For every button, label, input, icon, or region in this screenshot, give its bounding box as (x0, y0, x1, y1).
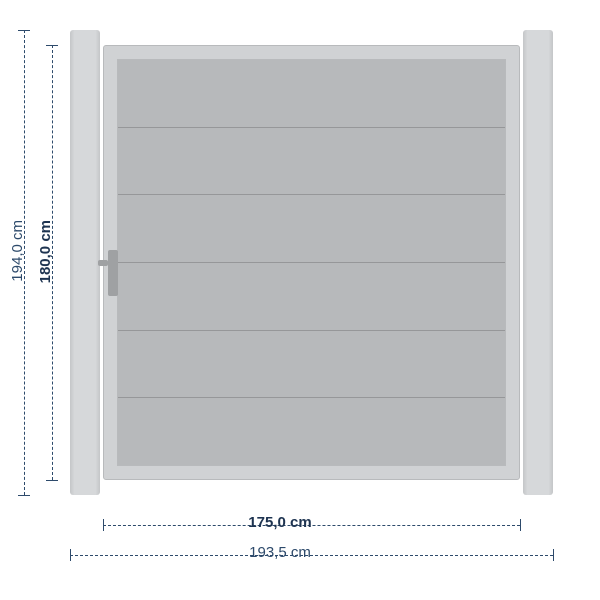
dim-outer-height-tick-top (18, 30, 30, 31)
gate-handle-plate (108, 250, 118, 296)
dim-outer-width-tick-left (70, 549, 71, 561)
dim-inner-width-label: 175,0 cm (248, 514, 311, 531)
dim-inner-width-tick-left (103, 519, 104, 531)
dim-inner-height-tick-top (46, 45, 58, 46)
dim-outer-height-label: 194,0 cm (9, 220, 26, 282)
dim-outer-height-tick-bottom (18, 495, 30, 496)
dim-inner-height-tick-bottom (46, 480, 58, 481)
gate-handle-lever (98, 260, 108, 266)
gate-slat (118, 195, 505, 263)
gate-slat (118, 128, 505, 196)
gate-slat (118, 60, 505, 128)
gate-slat (118, 398, 505, 465)
dim-inner-width-tick-right (520, 519, 521, 531)
dim-outer-width-tick-right (553, 549, 554, 561)
post-right (523, 30, 553, 495)
gate-slat (118, 331, 505, 399)
post-left (70, 30, 100, 495)
gate-panel (117, 59, 506, 466)
gate-slat (118, 263, 505, 331)
dim-inner-height-label: 180,0 cm (37, 220, 54, 283)
dim-outer-width-label: 193,5 cm (249, 544, 311, 561)
dim-outer-width-line (70, 555, 553, 556)
